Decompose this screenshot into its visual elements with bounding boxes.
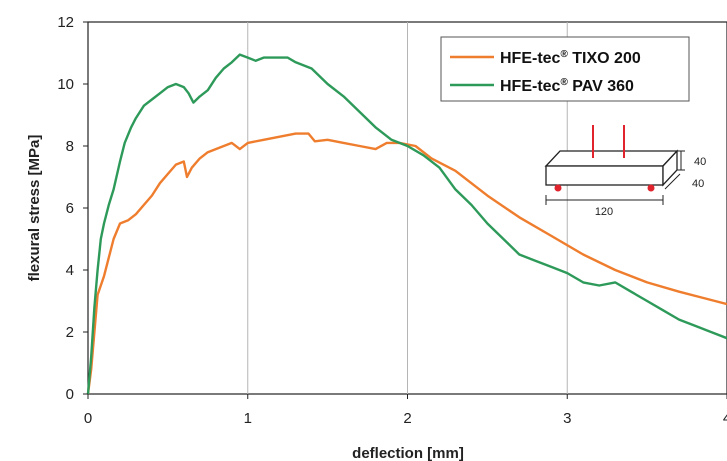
height-dimension-label: 40: [694, 156, 706, 168]
support-right: [647, 184, 655, 192]
y-tick-label: 0: [66, 386, 74, 403]
length-dimension-label: 120: [595, 206, 613, 218]
series-layer: [86, 53, 727, 395]
y-axis-title: flexural stress [MPa]: [26, 135, 43, 282]
legend: HFE-tec® TIXO 200 HFE-tec® PAV 360: [440, 36, 690, 102]
y-tick-label: 12: [57, 14, 74, 31]
legend-label-series-1: HFE-tec® TIXO 200: [500, 49, 641, 67]
support-left: [554, 184, 562, 192]
width-dimension-line: [664, 173, 681, 190]
specimen-top-face: [544, 150, 679, 167]
legend-box: [440, 36, 690, 102]
y-tick-label: 2: [66, 324, 74, 341]
y-tick-label: 6: [66, 200, 74, 217]
legend-item-series-1: HFE-tec® TIXO 200: [450, 49, 641, 67]
specimen-front-face: [545, 165, 664, 186]
legend-item-series-2: HFE-tec® PAV 360: [450, 77, 634, 95]
y-tick-label: 10: [57, 76, 74, 93]
series-line-2: [86, 53, 727, 395]
x-tick-label: 4: [723, 410, 727, 427]
x-axis-ticks: 0 1 2 3 4: [84, 394, 727, 427]
y-tick-label: 8: [66, 138, 74, 155]
width-dimension-label: 40: [692, 178, 704, 190]
y-axis-ticks: 0 2 4 6 8 10 12: [57, 14, 88, 403]
x-tick-label: 0: [84, 410, 92, 427]
specimen-diagram: 40 40 120: [544, 125, 706, 218]
x-tick-label: 1: [244, 410, 252, 427]
x-tick-label: 2: [403, 410, 411, 427]
series-line-1: [86, 132, 727, 395]
x-tick-label: 3: [563, 410, 571, 427]
x-axis-title: deflection [mm]: [352, 445, 464, 461]
y-tick-label: 4: [66, 262, 74, 279]
legend-label-series-2: HFE-tec® PAV 360: [500, 77, 634, 95]
